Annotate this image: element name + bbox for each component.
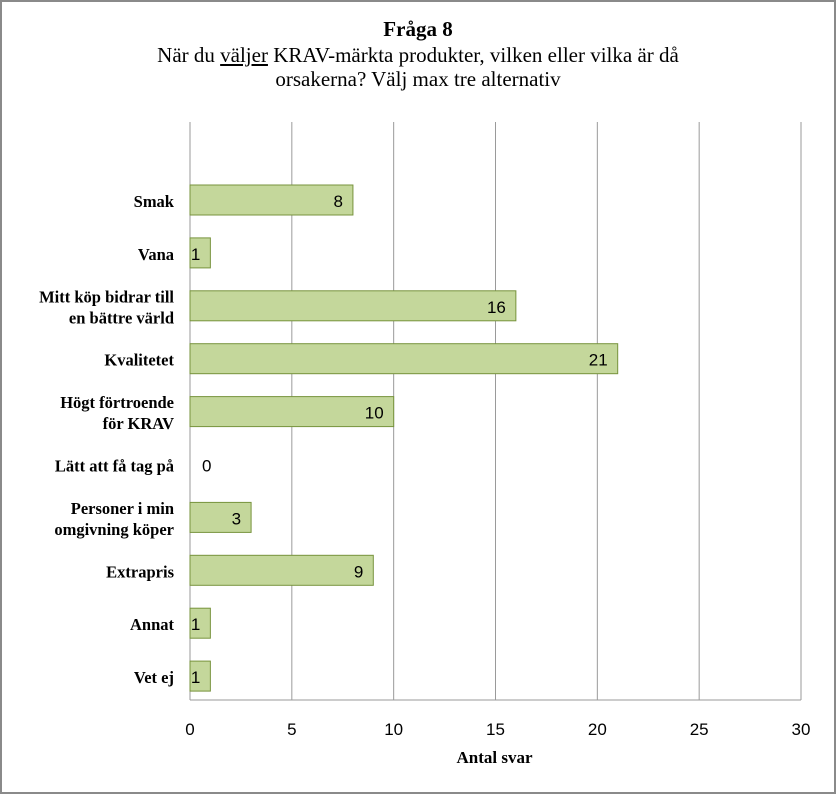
- category-label-4-1: för KRAV: [103, 414, 174, 433]
- category-label-7-0: Extrapris: [106, 562, 174, 581]
- data-label-7: 9: [354, 562, 363, 581]
- chart-subtitle-line-2: orsakerna? Välj max tre alternativ: [275, 67, 561, 91]
- data-label-1: 1: [191, 245, 200, 264]
- subtitle-before: När du: [157, 43, 221, 67]
- x-tick-label-10: 10: [384, 720, 403, 739]
- x-tick-label-30: 30: [792, 720, 811, 739]
- bar-0: [189, 184, 354, 216]
- chart-title-block: Fråga 8 När du väljer KRAV-märkta produk…: [0, 16, 836, 91]
- chart-subtitle-line-1: När du väljer KRAV-märkta produkter, vil…: [0, 43, 836, 67]
- data-label-9: 1: [191, 668, 200, 687]
- category-label-2-0: Mitt köp bidrar till: [39, 287, 174, 306]
- x-tick-label-20: 20: [588, 720, 607, 739]
- category-label-5-0: Lätt att få tag på: [55, 457, 174, 476]
- x-tick-label-5: 5: [287, 720, 296, 739]
- bar-2: [189, 290, 517, 322]
- subtitle-after: KRAV-märkta produkter, vilken eller vilk…: [267, 43, 679, 67]
- category-label-1-0: Vana: [138, 245, 174, 264]
- subtitle-underlined: väljer: [220, 43, 268, 67]
- x-tick-label-0: 0: [185, 720, 194, 739]
- category-label-4-0: Högt förtroende: [60, 393, 174, 412]
- category-label-3-0: Kvalitetet: [104, 351, 174, 370]
- chart-title: Fråga 8: [383, 17, 453, 41]
- category-label-9-0: Vet ej: [134, 668, 174, 687]
- data-label-8: 1: [191, 615, 200, 634]
- data-label-2: 16: [487, 298, 506, 317]
- category-label-6-1: omgivning köper: [54, 520, 174, 539]
- category-label-6-0: Personer i min: [71, 499, 174, 518]
- bar-8: [189, 607, 211, 639]
- data-label-4: 10: [365, 404, 384, 423]
- category-label-0-0: Smak: [134, 192, 175, 211]
- bar-4: [189, 396, 395, 428]
- bar-6: [189, 501, 252, 533]
- bar-9: [189, 660, 211, 692]
- bar-3: [189, 343, 619, 375]
- category-label-2-1: en bättre värld: [69, 308, 174, 327]
- x-tick-label-25: 25: [690, 720, 709, 739]
- data-label-5: 0: [202, 457, 211, 476]
- category-label-8-0: Annat: [130, 615, 175, 634]
- bar-1: [189, 237, 211, 269]
- x-tick-label-15: 15: [486, 720, 505, 739]
- data-label-0: 8: [333, 192, 342, 211]
- x-axis-title: Antal svar: [456, 748, 532, 767]
- data-label-3: 21: [589, 351, 608, 370]
- bar-7: [189, 554, 374, 586]
- data-label-6: 3: [232, 509, 241, 528]
